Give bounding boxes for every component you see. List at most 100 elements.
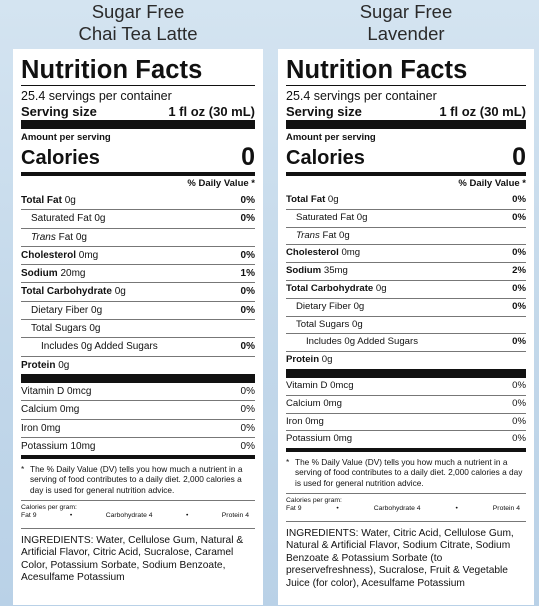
serving-size-label: Serving size (286, 104, 362, 119)
bullet-separator: • (336, 505, 339, 513)
vitamin-daily-value: 0% (240, 422, 255, 434)
nutrition-facts-title: Nutrition Facts (286, 56, 468, 84)
nutrient-name: Sodium 35mg (286, 265, 348, 277)
divider-thick (286, 368, 526, 378)
divider-thick (21, 373, 255, 383)
calories-per-gram-label: Calories per gram: (286, 496, 342, 504)
nutrient-row: Trans Fat 0g (286, 226, 526, 245)
nutrient-name: Total Carbohydrate 0g (286, 282, 387, 294)
ingredients-text: INGREDIENTS: Water, Cellulose Gum, Natur… (21, 527, 255, 585)
nutrient-daily-value: 0% (240, 286, 255, 298)
serving-size-value: 1 fl oz (30 mL) (168, 104, 255, 119)
calories-per-gram-values: Fat 9 • Carbohydrate 4 • Protein 4 (21, 512, 255, 520)
divider (21, 85, 255, 86)
daily-value-footnote: * The % Daily Value (DV) tells you how m… (286, 457, 526, 488)
nutrient-name: Total Fat 0g (21, 195, 76, 206)
vitamin-row: Vitamin D 0mcg 0% (21, 383, 255, 400)
amount-per-serving: Amount per serving (286, 132, 376, 143)
calories-per-gram-item: Protein 4 (492, 505, 520, 513)
nutrient-list: Total Fat 0g 0% Saturated Fat 0g 0% Trans Fa… (21, 192, 255, 374)
nutrient-row: Cholesterol 0mg 0% (21, 245, 255, 264)
vitamin-name: Potassium 10mg (21, 440, 96, 452)
nutrient-name: Saturated Fat 0g (296, 211, 368, 223)
nutrient-daily-value: 0% (240, 304, 255, 316)
nutrient-row: Dietary Fiber 0g 0% (286, 297, 526, 316)
nutrient-name: Trans Fat 0g (296, 229, 350, 241)
nutrient-daily-value: 0% (240, 341, 255, 353)
nutrient-name: Includes 0g Added Sugars (306, 336, 419, 348)
footnote-asterisk: * (21, 464, 25, 475)
serving-size-label: Serving size (21, 104, 97, 119)
nutrient-row: Includes 0g Added Sugars 0% (21, 337, 255, 355)
vitamin-row: Iron 0mg 0% (21, 418, 255, 437)
nutrient-name: Total Sugars 0g (296, 318, 363, 330)
nutrient-name: Cholesterol 0mg (286, 247, 361, 259)
vitamin-list: Vitamin D 0mcg 0% Calcium 0mg 0% Iron 0mg 0% P… (21, 383, 255, 455)
nutrient-row: Protein 0g (21, 355, 255, 374)
nutrient-row: Dietary Fiber 0g 0% (21, 300, 255, 319)
nutrient-name: Saturated Fat 0g (31, 213, 106, 225)
vitamin-row: Potassium 10mg 0% (21, 436, 255, 455)
nutrient-daily-value: 0% (240, 195, 255, 206)
nutrient-daily-value: 0% (240, 213, 255, 225)
nutrient-list: Total Fat 0g 0% Saturated Fat 0g 0% Trans Fa… (286, 192, 526, 369)
nutrient-name: Dietary Fiber 0g (31, 304, 103, 316)
nutrient-name: Total Carbohydrate 0g (21, 286, 126, 298)
calories-label: Calories (21, 147, 100, 169)
nutrient-name: Protein 0g (21, 359, 70, 371)
footnote-text: The % Daily Value (DV) tells you how muc… (295, 457, 523, 488)
vitamin-name: Vitamin D 0mcg (286, 379, 354, 391)
divider-thick (21, 120, 255, 129)
divider (286, 85, 526, 86)
calories-per-gram-item: Carbohydrate 4 (373, 505, 421, 513)
calories-value: 0 (241, 143, 255, 171)
nutrient-row: Sodium 35mg 2% (286, 262, 526, 280)
nutrient-name: Includes 0g Added Sugars (41, 341, 158, 353)
vitamin-row: Iron 0mg 0% (286, 412, 526, 431)
nutrient-name: Total Fat 0g (286, 194, 339, 205)
nutrient-name: Cholesterol 0mg (21, 249, 99, 261)
calories-per-gram: Calories per gram: Fat 9 • Carbohydrate 4 •… (286, 492, 526, 514)
ingredients-text: INGREDIENTS: Water, Citric Acid, Cellulo… (286, 520, 526, 591)
calories-per-gram-item: Fat 9 (286, 505, 302, 513)
nutrient-name: Dietary Fiber 0g (296, 300, 365, 312)
nutrient-daily-value: 0% (512, 336, 526, 348)
nutrient-name: Total Sugars 0g (31, 323, 101, 335)
bullet-separator: • (455, 505, 458, 513)
serving-size-row: Serving size 1 fl oz (30 mL) (286, 104, 526, 120)
amount-per-serving: Amount per serving (21, 132, 111, 143)
nutrient-row: Total Fat 0g 0% (286, 192, 526, 209)
vitamin-name: Potassium 0mg (286, 433, 353, 445)
vitamin-row: Vitamin D 0mcg 0% (286, 378, 526, 395)
vitamin-name: Vitamin D 0mcg (21, 385, 92, 397)
nutrient-row: Total Sugars 0g (21, 319, 255, 337)
vitamin-row: Calcium 0mg 0% (21, 400, 255, 418)
divider-medium (286, 448, 526, 453)
vitamin-name: Calcium 0mg (21, 404, 80, 416)
calories-per-gram-item: Carbohydrate 4 (105, 512, 153, 520)
divider-thick (286, 120, 526, 129)
calories-per-gram: Calories per gram: Fat 9 • Carbohydrate 4 •… (21, 499, 255, 521)
divider-medium (21, 172, 255, 176)
nutrient-row: Saturated Fat 0g 0% (21, 209, 255, 227)
nutrient-daily-value: 0% (240, 249, 255, 261)
nutrient-daily-value: 1% (240, 268, 255, 280)
calories-label: Calories (286, 147, 365, 169)
product-name: Sugar Free Chai Tea Latte (78, 1, 198, 44)
vitamin-daily-value: 0% (240, 404, 255, 416)
nutrient-row: Total Sugars 0g (286, 315, 526, 334)
servings-per-container: 25.4 servings per container (21, 89, 172, 103)
nutrient-name: Trans Fat 0g (31, 231, 87, 243)
nutrient-daily-value: 2% (512, 265, 526, 277)
servings-per-container: 25.4 servings per container (286, 89, 437, 103)
calories-row: Calories 0 (286, 144, 526, 172)
divider-medium (21, 455, 255, 460)
vitamin-name: Iron 0mg (21, 422, 61, 434)
nutrient-row: Saturated Fat 0g 0% (286, 208, 526, 227)
vitamin-list: Vitamin D 0mcg 0% Calcium 0mg 0% Iron 0mg 0% P… (286, 378, 526, 448)
nutrient-row: Includes 0g Added Sugars 0% (286, 333, 526, 351)
calories-value: 0 (512, 143, 526, 171)
label-column-chai: Sugar Free Chai Tea Latte Nutrition Facts… (13, 0, 263, 605)
nutrient-row: Protein 0g (286, 351, 526, 369)
nutrient-daily-value: 0% (512, 282, 526, 294)
